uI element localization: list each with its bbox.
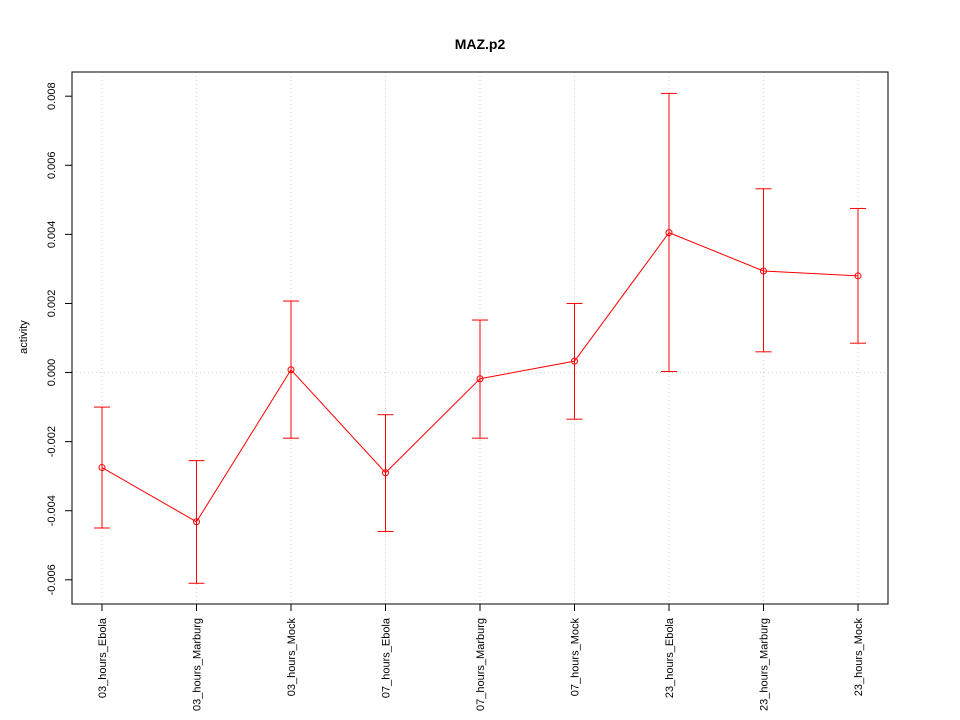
error-bars <box>94 92 866 584</box>
y-tick-label: -0.004 <box>46 495 58 526</box>
data-point <box>760 267 767 275</box>
y-tick-label: 0.006 <box>46 152 58 180</box>
x-tick-label: 03_hours_Marburg <box>192 618 204 711</box>
x-tick-label: 23_hours_Marburg <box>759 618 771 711</box>
y-tick-label: 0.002 <box>46 290 58 318</box>
data-point <box>571 357 578 365</box>
data-point <box>854 272 862 280</box>
x-tick-label: 23_hours_Ebola <box>664 617 676 698</box>
data-point <box>476 375 484 383</box>
y-axis: -0.006 -0.004 -0.002 0.000 0.002 0.004 0.006 0.… <box>46 82 72 595</box>
y-tick-label: 0.000 <box>46 359 58 387</box>
y-tick-label: -0.006 <box>46 564 58 595</box>
x-axis: 03_hours_Ebola 03_hours_Marburg 03_hours_M… <box>97 604 865 711</box>
x-tick-label: 23_hours_Mock <box>853 618 865 697</box>
x-tick-label: 07_hours_Ebola <box>381 617 393 698</box>
data-point <box>665 229 673 237</box>
y-axis-label: activity <box>18 320 30 354</box>
chart-title: MAZ.p2 <box>455 36 506 52</box>
data-points <box>98 229 862 526</box>
data-point <box>193 518 200 526</box>
y-tick-label: 0.004 <box>46 221 58 249</box>
series-line <box>101 232 859 523</box>
plot-frame <box>71 71 889 605</box>
y-tick-label: -0.002 <box>46 426 58 457</box>
x-tick-label: 03_hours_Ebola <box>97 617 109 698</box>
data-point <box>287 366 295 374</box>
series-polyline <box>101 232 859 523</box>
x-tick-label: 03_hours_Mock <box>286 618 298 697</box>
x-tick-label: 07_hours_Marburg <box>475 618 487 711</box>
data-point <box>382 469 389 477</box>
y-tick-label: 0.008 <box>46 82 58 110</box>
data-point <box>98 464 106 472</box>
x-tick-label: 07_hours_Mock <box>570 618 582 697</box>
